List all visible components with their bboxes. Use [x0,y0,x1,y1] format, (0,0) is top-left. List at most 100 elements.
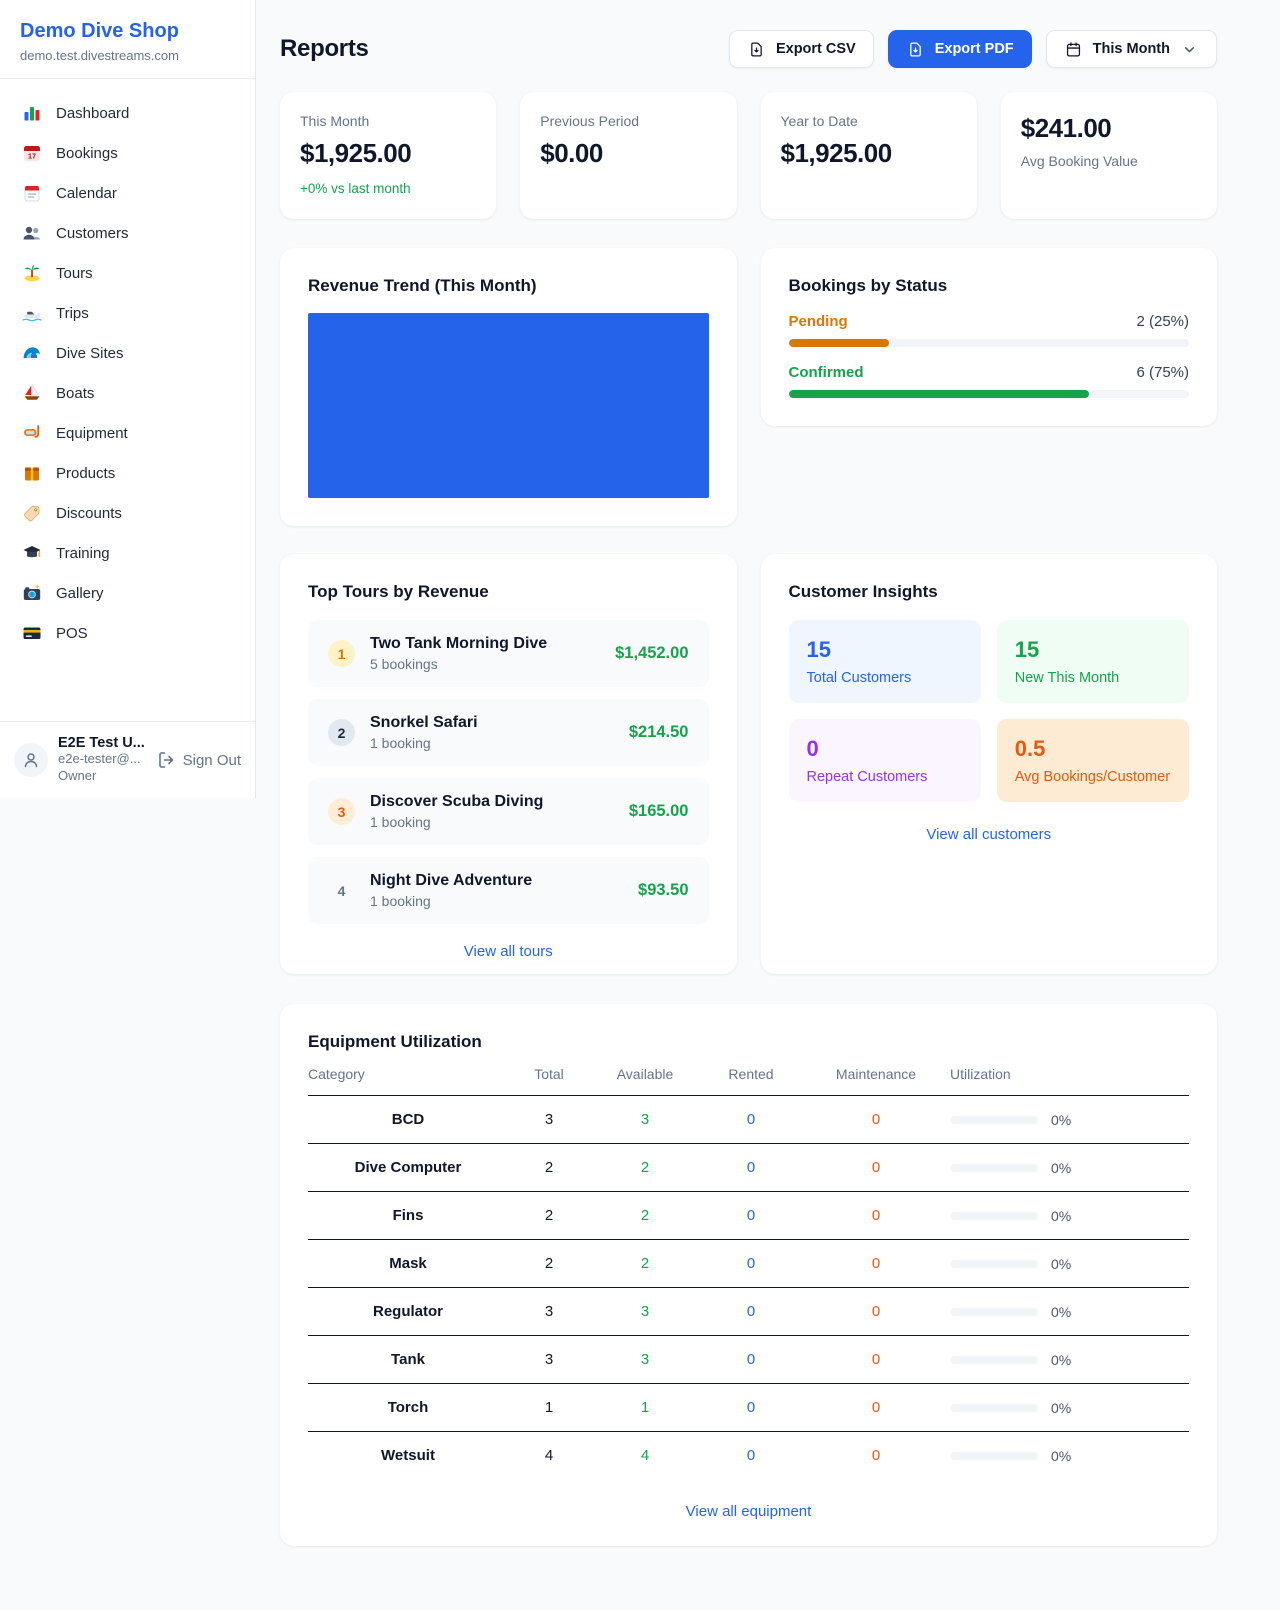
sidebar-item-bookings[interactable]: 17 Bookings [10,133,245,173]
stat-value: $1,925.00 [300,138,412,168]
period-label: This Month [1092,41,1170,57]
insight-repeat-customers: 0 Repeat Customers [788,719,981,802]
sidebar-item-equipment[interactable]: Equipment [10,413,245,453]
export-csv-button[interactable]: Export CSV [728,30,874,68]
sidebar-item-training[interactable]: Training [10,533,245,573]
calendar-outline-icon [1064,39,1084,59]
sign-out-button[interactable]: Sign Out [156,750,241,770]
tour-list-item: 2 Snorkel Safari 1 booking $214.50 [308,699,709,766]
svg-text:17: 17 [28,152,36,161]
speedboat-icon [22,303,42,323]
insight-total-customers: 15 Total Customers [788,620,981,703]
cell-category: Dive Computer [308,1143,508,1192]
sidebar-nav: Dashboard 17 Bookings Calendar Customers… [0,79,255,721]
tour-name: Two Tank Morning Dive [370,635,548,652]
cell-total: 3 [508,1335,590,1384]
sidebar-item-label: Dive Sites [56,344,124,362]
insight-label: Total Customers [806,670,912,686]
sidebar-item-trips[interactable]: Trips [10,293,245,333]
sidebar-item-label: POS [56,624,88,642]
utilization-bar [950,1403,1038,1412]
user-email: e2e-tester@... [58,751,141,767]
cell-total: 2 [508,1143,590,1192]
export-pdf-label: Export PDF [934,41,1014,57]
sidebar-item-label: Tours [56,264,93,282]
stat-label: This Month [300,113,370,129]
sidebar-item-label: Products [56,464,116,482]
insight-new-this-month: 15 New This Month [996,620,1189,703]
insight-value: 0.5 [1014,736,1046,761]
sidebar-item-label: Boats [56,384,95,402]
table-row: Dive Computer 2 2 0 0 0% [308,1143,1189,1192]
cell-rented: 0 [700,1383,802,1432]
equipment-table: Category Total Available Rented Maintena… [308,1066,1189,1479]
cell-total: 3 [508,1287,590,1336]
chevron-down-icon [1179,39,1199,59]
customer-insights-title: Customer Insights [788,582,938,601]
sidebar-item-products[interactable]: Products [10,453,245,493]
stat-card-this-month: This Month $1,925.00 +0% vs last month [280,92,497,219]
status-bar-track [788,339,1189,347]
column-header: Maintenance [802,1066,950,1096]
rank-badge: 2 [328,719,355,746]
file-download-icon [906,39,926,59]
stat-card-avg-booking-value: $241.00 Avg Booking Value [1000,92,1217,219]
credit-card-icon [22,623,42,643]
view-all-equipment-link[interactable]: View all equipment [685,1503,812,1520]
cell-category: Tank [308,1335,508,1384]
stat-value: $1,925.00 [780,138,893,168]
view-all-customers-link[interactable]: View all customers [926,826,1052,843]
equipment-utilization-title: Equipment Utilization [308,1032,482,1051]
cell-total: 1 [508,1383,590,1432]
wave-icon [22,343,42,363]
cell-available: 3 [590,1095,700,1144]
equipment-utilization-card: Equipment Utilization Category Total Ava… [280,1004,1217,1546]
table-row: Torch 1 1 0 0 0% [308,1383,1189,1432]
cell-maintenance: 0 [802,1287,950,1336]
bookings-by-status-title: Bookings by Status [788,276,948,295]
stat-value: $241.00 [1020,113,1112,143]
cell-rented: 0 [700,1287,802,1336]
revenue-bar [308,313,709,498]
tag-icon [22,503,42,523]
utilization-bar [950,1355,1038,1364]
customer-insights-card: Customer Insights 15 Total Customers 15 … [760,554,1217,974]
sidebar-item-dashboard[interactable]: Dashboard [10,93,245,133]
cell-total: 3 [508,1095,590,1144]
table-row: Wetsuit 4 4 0 0 0% [308,1432,1189,1480]
sidebar-item-customers[interactable]: Customers [10,213,245,253]
sidebar-item-gallery[interactable]: Gallery [10,573,245,613]
sidebar-item-dive-sites[interactable]: Dive Sites [10,333,245,373]
cell-rented: 0 [700,1143,802,1192]
column-header: Total [508,1066,590,1096]
cell-rented: 0 [700,1191,802,1240]
cell-maintenance: 0 [802,1143,950,1192]
period-dropdown[interactable]: This Month [1045,30,1217,68]
brand-domain: demo.test.divestreams.com [20,48,179,63]
sidebar-item-boats[interactable]: Boats [10,373,245,413]
sidebar-item-label: Discounts [56,504,122,522]
utilization-bar [950,1259,1038,1268]
sidebar-item-tours[interactable]: Tours [10,253,245,293]
cell-rented: 0 [700,1095,802,1144]
sidebar-item-calendar[interactable]: Calendar [10,173,245,213]
cell-available: 2 [590,1239,700,1288]
table-header-row: Category Total Available Rented Maintena… [308,1066,1189,1096]
sidebar-item-pos[interactable]: POS [10,613,245,653]
insight-grid: 15 Total Customers 15 New This Month 0 R… [788,620,1189,802]
cell-category: Wetsuit [381,1447,435,1464]
insight-label: Repeat Customers [806,769,928,785]
sidebar-item-label: Calendar [56,184,117,202]
export-pdf-button[interactable]: Export PDF [887,30,1032,68]
tour-list-item: 3 Discover Scuba Diving 1 booking $165.0… [308,778,709,845]
stat-label: Year to Date [780,113,858,129]
sidebar-item-discounts[interactable]: Discounts [10,493,245,533]
logout-icon [156,750,176,770]
sidebar-item-label: Equipment [56,424,128,442]
insight-value: 15 [1014,637,1040,662]
cell-maintenance: 0 [802,1383,950,1432]
utilization-pct: 0% [1051,1447,1072,1464]
view-all-tours-link[interactable]: View all tours [463,943,553,960]
cell-available: 3 [590,1287,700,1336]
graduation-cap-icon [22,543,42,563]
